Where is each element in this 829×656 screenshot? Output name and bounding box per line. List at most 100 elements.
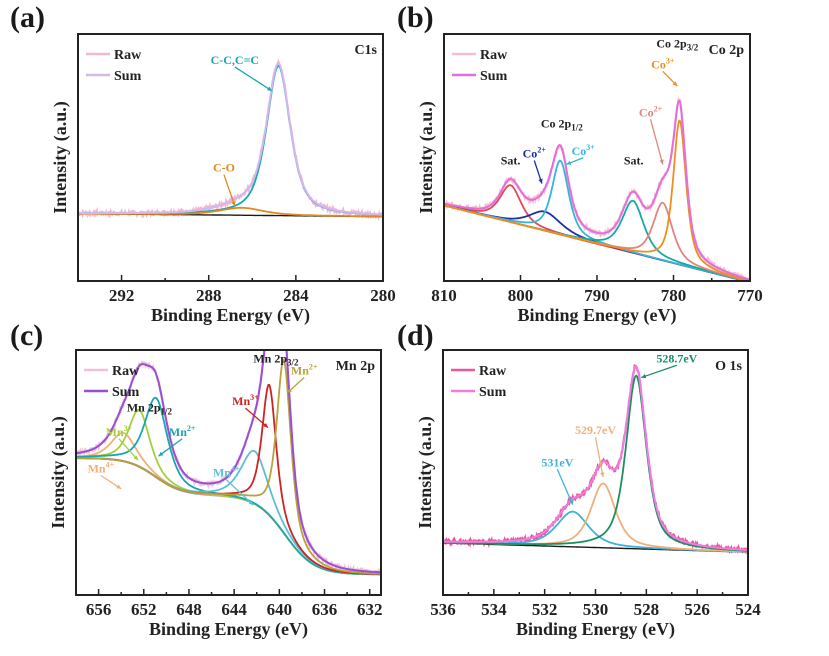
peak-arrow	[641, 364, 678, 379]
peak-label: Mn3+	[232, 393, 259, 408]
panel-a: (a) 292 288 284 280 Binding Energy (eV) Intens…	[10, 1, 396, 326]
panel-b: (b) 810 800 790 780 770 Binding Energy (eV) Int…	[397, 1, 763, 326]
x-tick-label: 632	[357, 600, 383, 619]
arrowhead-icon	[659, 159, 664, 165]
peak-label: Co3+	[572, 143, 596, 158]
panel-letter: (a)	[10, 1, 45, 34]
x-tick-label: 652	[131, 600, 157, 619]
x-tick-label: 780	[661, 286, 687, 305]
peak-label: Co2+	[523, 146, 547, 161]
legend-label-raw: Raw	[479, 364, 507, 379]
x-tick-label: 656	[86, 600, 112, 619]
x-tick-label: 292	[109, 286, 135, 305]
x-tick-label: 284	[283, 286, 309, 305]
region-label: Mn 2p	[336, 359, 376, 374]
legend-label-sum: Sum	[479, 385, 507, 400]
peak-label: Mn4+	[213, 465, 240, 480]
x-tick-label: 640	[267, 600, 293, 619]
peak-label: C-C,C=C	[211, 53, 260, 67]
legend-label-sum: Sum	[114, 69, 142, 84]
arrowhead-icon	[158, 451, 164, 457]
panel-c: (c) 656 652 648 644 640 636 632 Binding Energy (…	[10, 319, 383, 640]
x-tick-label: 526	[684, 600, 710, 619]
arrowhead-icon	[287, 388, 293, 393]
plot-area	[443, 364, 748, 555]
region-label: O 1s	[715, 359, 742, 374]
peak-label: Mn4+	[88, 461, 115, 476]
panel-d: (d) 536 534 532 530 528 526 524 Binding Energy (…	[397, 319, 761, 640]
peak-label: Mn2+	[291, 363, 318, 378]
legend: Raw Sum	[84, 364, 140, 400]
x-tick-label: 532	[532, 600, 558, 619]
x-tick-label: 528	[634, 600, 660, 619]
legend-label-raw: Raw	[112, 364, 140, 379]
peak-arrow	[649, 119, 664, 165]
peak-arrow	[556, 469, 574, 505]
sum-series	[78, 62, 383, 216]
peak-arrow	[223, 174, 236, 207]
peak-series-5	[444, 119, 750, 281]
x-tick-label: 524	[735, 600, 761, 619]
peak-label: 529.7eV	[575, 423, 616, 437]
arrowhead-icon	[231, 201, 236, 207]
x-tick-label: 644	[221, 600, 247, 619]
peak-series-2	[443, 374, 748, 552]
sum-series	[443, 365, 748, 552]
peak-label: Co2+	[639, 104, 663, 119]
x-tick-label: 810	[431, 286, 457, 305]
panel-letter: (c)	[10, 319, 43, 352]
y-axis-title: Intensity (a.u.)	[50, 101, 71, 214]
plot-area	[78, 58, 383, 222]
region-label: C1s	[354, 43, 377, 58]
peak-arrow	[594, 437, 604, 478]
peak-series-2	[444, 159, 749, 281]
peak-label: 528.7eV	[656, 351, 697, 365]
x-axis-title: Binding Energy (eV)	[516, 619, 675, 640]
peak-arrow	[118, 438, 139, 461]
peak-label: Mn2+	[169, 424, 196, 439]
y-axis-title: Intensity (a.u.)	[415, 416, 436, 529]
annotation-label: Mn 2p3/2	[253, 351, 299, 367]
arrowhead-icon	[600, 472, 605, 478]
panel-letter: (b)	[397, 1, 434, 34]
sum-series	[444, 99, 750, 281]
arrowhead-icon	[672, 81, 678, 87]
plot-frame	[77, 33, 384, 282]
legend: Raw Sum	[452, 48, 508, 84]
annotation-label: Co 2p3/2	[656, 37, 698, 53]
arrowhead-icon	[568, 499, 573, 505]
y-axis-title: Intensity (a.u.)	[48, 416, 69, 529]
peak-arrow	[234, 66, 273, 92]
arrowhead-icon	[263, 422, 269, 428]
legend-label-raw: Raw	[114, 48, 142, 63]
panel-letter: (d)	[397, 319, 434, 352]
arrowhead-icon	[538, 178, 543, 184]
peak-label: Co3+	[651, 56, 675, 71]
y-axis-title: Intensity (a.u.)	[416, 101, 437, 214]
arrowhead-icon	[641, 374, 647, 379]
legend: Raw Sum	[451, 364, 507, 400]
x-tick-label: 636	[312, 600, 338, 619]
annotation-label: Sat.	[624, 153, 644, 167]
peak-series-5	[76, 358, 381, 575]
x-tick-label: 770	[737, 286, 763, 305]
x-axis-title: Binding Energy (eV)	[517, 305, 676, 326]
x-tick-label: 790	[584, 286, 610, 305]
x-tick-label: 648	[176, 600, 202, 619]
peak-arrow	[225, 479, 254, 506]
plot-area	[76, 350, 381, 577]
x-tick-label: 536	[430, 600, 456, 619]
peak-arrow	[158, 438, 183, 457]
arrowhead-icon	[116, 484, 122, 489]
annotation-label: Sat.	[501, 153, 521, 167]
peak-label: Mn3+	[106, 424, 133, 439]
x-tick-label: 800	[508, 286, 534, 305]
peak-label: 531eV	[541, 455, 573, 469]
plot-area	[444, 96, 750, 281]
x-tick-label: 288	[196, 286, 222, 305]
x-axis-title: Binding Energy (eV)	[149, 619, 308, 640]
annotation-label: Co 2p1/2	[541, 116, 583, 132]
annotation-label: Mn 2p1/2	[127, 400, 173, 416]
legend: Raw Sum	[86, 48, 142, 84]
